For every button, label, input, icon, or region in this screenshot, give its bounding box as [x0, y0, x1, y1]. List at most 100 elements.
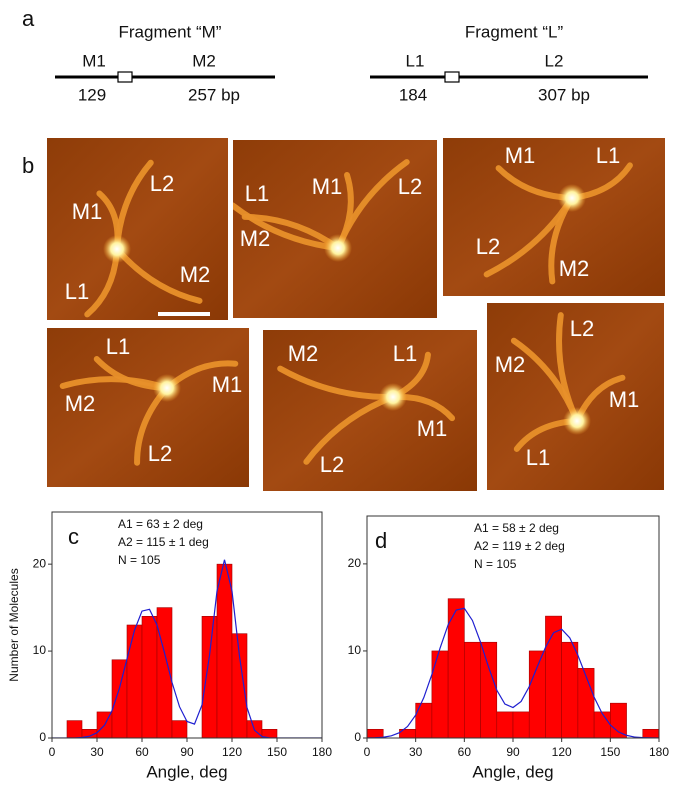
bar — [481, 642, 497, 738]
arm-label: M2 — [559, 256, 590, 281]
bar — [112, 660, 127, 738]
arm-label: M2 — [65, 391, 96, 416]
x-tick-label: 120 — [552, 745, 572, 759]
arm-label: L2 — [570, 316, 594, 341]
y-tick-label: 10 — [33, 643, 47, 657]
bar — [67, 721, 82, 738]
y-tick-label: 20 — [348, 556, 362, 570]
arm-label: M1 — [312, 174, 343, 199]
afm-image: L1 M2 M1 L2 — [47, 328, 249, 487]
figure: a b Fragment “M” M1 M2 129 257 bp Fragment “L… — [0, 0, 674, 788]
x-tick-label: 120 — [222, 745, 242, 759]
arm-label: L1 — [406, 51, 425, 70]
bar — [172, 721, 187, 738]
bar — [545, 616, 561, 738]
arm-label: L2 — [320, 452, 344, 477]
bar — [513, 712, 529, 738]
bar — [367, 729, 383, 738]
y-tick-label: 0 — [39, 730, 46, 744]
arm-label: L2 — [545, 51, 564, 70]
x-tick-label: 90 — [180, 745, 194, 759]
arm-label: M1 — [72, 199, 103, 224]
protein-blob — [324, 234, 352, 262]
arm-label: L2 — [476, 234, 500, 259]
x-tick-label: 150 — [267, 745, 287, 759]
bar — [202, 616, 217, 738]
bar — [432, 651, 448, 738]
protein-blob — [558, 184, 586, 212]
bar — [232, 634, 247, 738]
fragment-title: Fragment “M” — [119, 22, 222, 41]
bar — [594, 712, 610, 738]
fit-annotation: A2 = 115 ± 1 deg — [118, 535, 209, 549]
x-tick-label: 180 — [312, 745, 332, 759]
protein-blob — [563, 407, 591, 435]
y-tick-label: 20 — [33, 556, 47, 570]
panel-label: a — [22, 6, 35, 31]
fragment-title: Fragment “L” — [465, 22, 564, 41]
x-tick-label: 180 — [649, 745, 669, 759]
bar — [529, 651, 545, 738]
arm-length: 307 bp — [538, 85, 590, 104]
protein-blob — [153, 374, 181, 402]
arm-label: M2 — [288, 341, 319, 366]
panel-label: d — [375, 528, 387, 553]
x-tick-label: 150 — [600, 745, 620, 759]
bar — [562, 642, 578, 738]
bar — [142, 616, 157, 738]
x-tick-label: 30 — [409, 745, 423, 759]
arm-label: L1 — [245, 181, 269, 206]
arm-label: L1 — [393, 341, 417, 366]
panel-label: b — [22, 153, 34, 178]
arm-label: M1 — [82, 51, 106, 70]
bar — [464, 642, 480, 738]
x-axis-label: Angle, deg — [146, 762, 227, 781]
arm-label: L2 — [148, 441, 172, 466]
bar — [578, 668, 594, 738]
arm-label: M1 — [609, 387, 640, 412]
bar — [416, 703, 432, 738]
bar — [610, 703, 626, 738]
panel-label: c — [68, 524, 79, 549]
fit-annotation: A1 = 58 ± 2 deg — [474, 521, 559, 535]
arm-label: L2 — [398, 174, 422, 199]
bar — [217, 564, 232, 738]
afm-image: M1 L1 L2 M2 — [443, 138, 665, 296]
arm-label: M2 — [495, 352, 526, 377]
junction-box — [445, 72, 459, 82]
x-axis-label: Angle, deg — [472, 762, 553, 781]
arm-label: M1 — [417, 416, 448, 441]
fit-annotation: N = 105 — [118, 553, 161, 567]
x-tick-label: 0 — [49, 745, 56, 759]
fit-annotation: A2 = 119 ± 2 deg — [474, 539, 565, 553]
y-tick-label: 0 — [354, 730, 361, 744]
fit-annotation: N = 105 — [474, 557, 517, 571]
arm-label: L1 — [596, 143, 620, 168]
protein-blob — [379, 383, 407, 411]
y-axis-label: Number of Molecules — [7, 568, 21, 681]
arm-label: L1 — [65, 279, 89, 304]
arm-label: M1 — [505, 143, 536, 168]
x-tick-label: 60 — [135, 745, 149, 759]
x-tick-label: 90 — [506, 745, 520, 759]
bar — [127, 625, 142, 738]
x-tick-label: 30 — [90, 745, 104, 759]
arm-label: M2 — [240, 226, 271, 251]
arm-length: 184 — [399, 85, 427, 104]
fit-annotation: A1 = 63 ± 2 deg — [118, 517, 203, 531]
arm-label: M1 — [212, 372, 243, 397]
bar — [497, 712, 513, 738]
afm-image: M2 L1 M1 L2 — [263, 330, 477, 491]
arm-label: L2 — [150, 171, 174, 196]
arm-label: M2 — [192, 51, 216, 70]
arm-length: 257 bp — [188, 85, 240, 104]
bar — [643, 729, 659, 738]
arm-length: 129 — [78, 85, 106, 104]
afm-image: L1 M1 L2 M2 — [233, 140, 437, 318]
y-tick-label: 10 — [348, 643, 362, 657]
fit-curve — [52, 560, 322, 738]
x-tick-label: 0 — [364, 745, 371, 759]
arm-label: L1 — [106, 334, 130, 359]
